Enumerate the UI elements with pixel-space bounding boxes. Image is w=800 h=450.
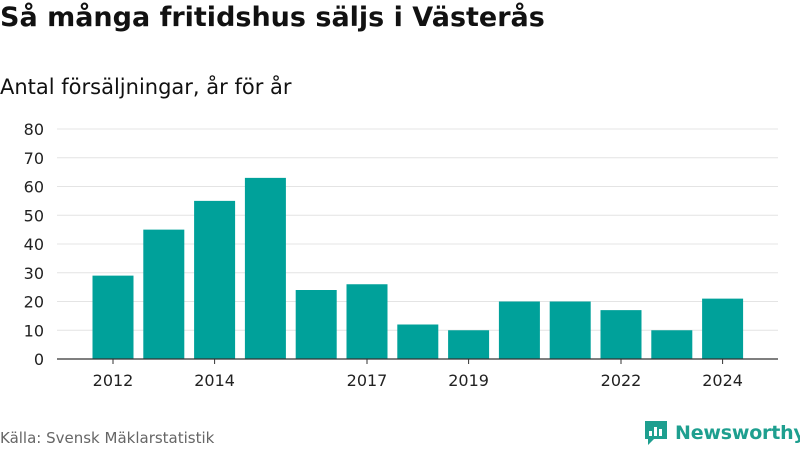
bar-2023 bbox=[651, 330, 693, 359]
x-tick-label: 2012 bbox=[93, 371, 134, 390]
y-tick-label: 0 bbox=[34, 350, 44, 369]
y-tick-label: 40 bbox=[24, 235, 44, 254]
bar-2016 bbox=[295, 290, 337, 359]
bar-2017 bbox=[346, 284, 388, 359]
bar-2020 bbox=[498, 301, 540, 359]
x-tick-label: 2024 bbox=[702, 371, 743, 390]
y-tick-label: 80 bbox=[24, 120, 44, 139]
bar-2015 bbox=[244, 177, 286, 359]
bar-2024 bbox=[702, 298, 744, 359]
y-tick-label: 50 bbox=[24, 206, 44, 225]
newsworthy-logo-icon bbox=[645, 421, 667, 445]
y-tick-label: 70 bbox=[24, 149, 44, 168]
page-title: Så många fritidshus säljs i Västerås bbox=[0, 2, 545, 33]
bar-2014 bbox=[194, 200, 236, 359]
newsworthy-logo-text: Newsworthy bbox=[675, 422, 800, 444]
bar-chart: 0 10 20 30 40 50 60 70 80 2012 2014 2017 2019 2022 202… bbox=[24, 120, 778, 390]
bar-2018 bbox=[397, 324, 439, 359]
bar-2019 bbox=[448, 330, 490, 359]
y-tick-label: 60 bbox=[24, 178, 44, 197]
y-tick-label: 30 bbox=[24, 264, 44, 283]
x-tick-label: 2017 bbox=[347, 371, 388, 390]
y-tick-label: 10 bbox=[24, 321, 44, 340]
page-subtitle: Antal försäljningar, år för år bbox=[0, 75, 292, 99]
newsworthy-logo: Newsworthy bbox=[643, 419, 800, 447]
x-tick-label: 2022 bbox=[601, 371, 642, 390]
x-tick-label: 2019 bbox=[448, 371, 489, 390]
y-tick-label: 20 bbox=[24, 293, 44, 312]
bar-2013 bbox=[143, 229, 185, 359]
x-tick-label: 2014 bbox=[194, 371, 235, 390]
bar-2022 bbox=[600, 310, 642, 359]
source-note: Källa: Svensk Mäklarstatistik bbox=[0, 429, 215, 447]
bar-2012 bbox=[92, 275, 134, 359]
bar-2021 bbox=[549, 301, 591, 359]
